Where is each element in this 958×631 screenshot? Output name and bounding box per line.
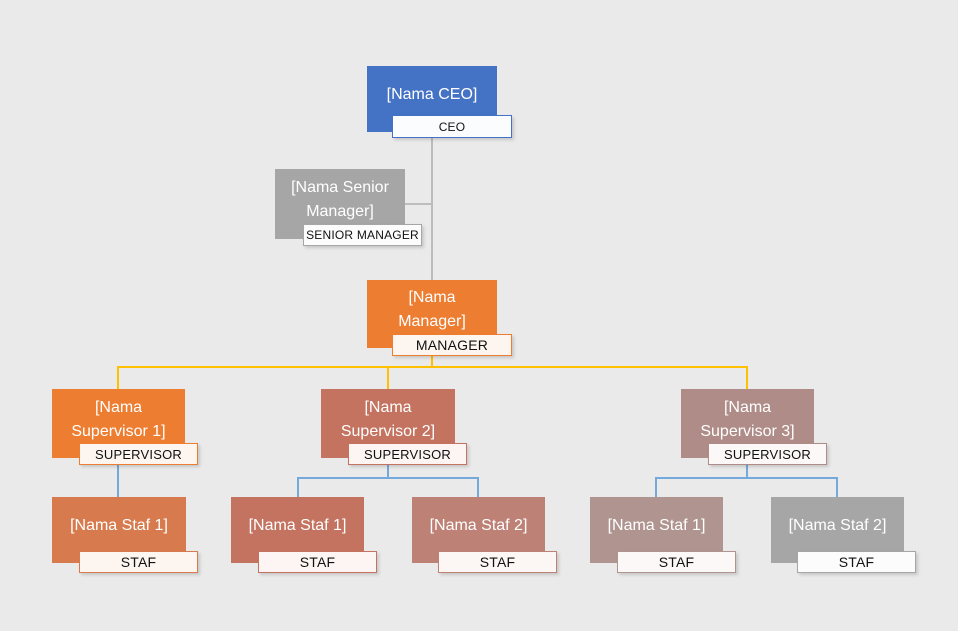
- org-node-supervisor2-title: SUPERVISOR: [363, 446, 451, 462]
- org-node-supervisor1-name: [Nama Supervisor 1]: [71, 398, 166, 440]
- connector-rail-supervisor1: [117, 366, 119, 389]
- org-node-manager-name: [Nama Manager]: [398, 289, 466, 330]
- connector-manager-drop: [431, 348, 433, 368]
- connector-rail-staff3-2: [836, 477, 838, 497]
- connector-supervisor1-staff: [117, 458, 119, 497]
- org-node-supervisor3-name: [Nama Supervisor 3]: [700, 398, 795, 440]
- org-node-ceo-name: [Nama CEO]: [386, 86, 478, 103]
- org-node-manager-title: MANAGER: [415, 337, 489, 353]
- connector-ceo-manager: [431, 135, 433, 280]
- org-node-staff2-1-name: [Nama Staf 1]: [248, 517, 347, 534]
- org-node-supervisor3-title-tag[interactable]: SUPERVISOR: [708, 443, 827, 465]
- org-node-ceo-title-tag[interactable]: CEO: [392, 115, 512, 138]
- connector-supervisor2-rail: [297, 477, 479, 479]
- org-node-supervisor3-title: SUPERVISOR: [723, 446, 811, 462]
- org-node-senior-manager-title-tag[interactable]: SENIOR MANAGER: [303, 224, 422, 246]
- org-node-staff3-1-title: STAF: [658, 554, 695, 570]
- connector-supervisor3-rail: [655, 477, 838, 479]
- org-node-ceo-title: CEO: [438, 119, 466, 134]
- org-node-supervisor2-title-tag[interactable]: SUPERVISOR: [348, 443, 467, 465]
- connector-ceo-senior-manager: [404, 203, 432, 205]
- connector-rail-staff2-2: [477, 477, 479, 497]
- org-node-staff3-2-title: STAF: [838, 554, 875, 570]
- org-node-staff3-1-title-tag[interactable]: STAF: [617, 551, 736, 573]
- org-node-staff2-2-title: STAF: [479, 554, 516, 570]
- org-node-staff2-2-title-tag[interactable]: STAF: [438, 551, 557, 573]
- org-node-staff2-2-name: [Nama Staf 2]: [429, 517, 528, 534]
- org-node-staff3-2-name: [Nama Staf 2]: [788, 517, 887, 534]
- org-node-staff1-1-title: STAF: [120, 554, 157, 570]
- org-node-supervisor1-title: SUPERVISOR: [94, 446, 182, 462]
- org-node-supervisor1-title-tag[interactable]: SUPERVISOR: [79, 443, 198, 465]
- org-node-supervisor2-name: [Nama Supervisor 2]: [340, 398, 436, 440]
- connector-supervisor3-drop: [746, 458, 748, 479]
- connector-rail-supervisor2: [387, 366, 389, 389]
- connector-rail-staff3-1: [655, 477, 657, 497]
- connector-supervisor2-drop: [387, 458, 389, 479]
- org-node-staff3-1-name: [Nama Staf 1]: [607, 517, 706, 534]
- org-node-manager[interactable]: [Nama Manager]: [367, 280, 497, 348]
- org-node-staff3-2-title-tag[interactable]: STAF: [797, 551, 916, 573]
- org-node-staff1-1-name: [Nama Staf 1]: [70, 517, 168, 534]
- org-node-manager-title-tag[interactable]: MANAGER: [392, 334, 512, 356]
- org-node-staff2-1-title-tag[interactable]: STAF: [258, 551, 377, 573]
- org-node-senior-manager-name: [Nama Senior Manager]: [291, 179, 389, 220]
- org-node-senior-manager-title: SENIOR MANAGER: [306, 228, 419, 242]
- org-node-staff2-1-title: STAF: [299, 554, 336, 570]
- connector-rail-supervisor3: [746, 366, 748, 389]
- connector-rail-staff2-1: [297, 477, 299, 497]
- connector-manager-rail: [117, 366, 748, 368]
- org-node-staff1-1-title-tag[interactable]: STAF: [79, 551, 198, 573]
